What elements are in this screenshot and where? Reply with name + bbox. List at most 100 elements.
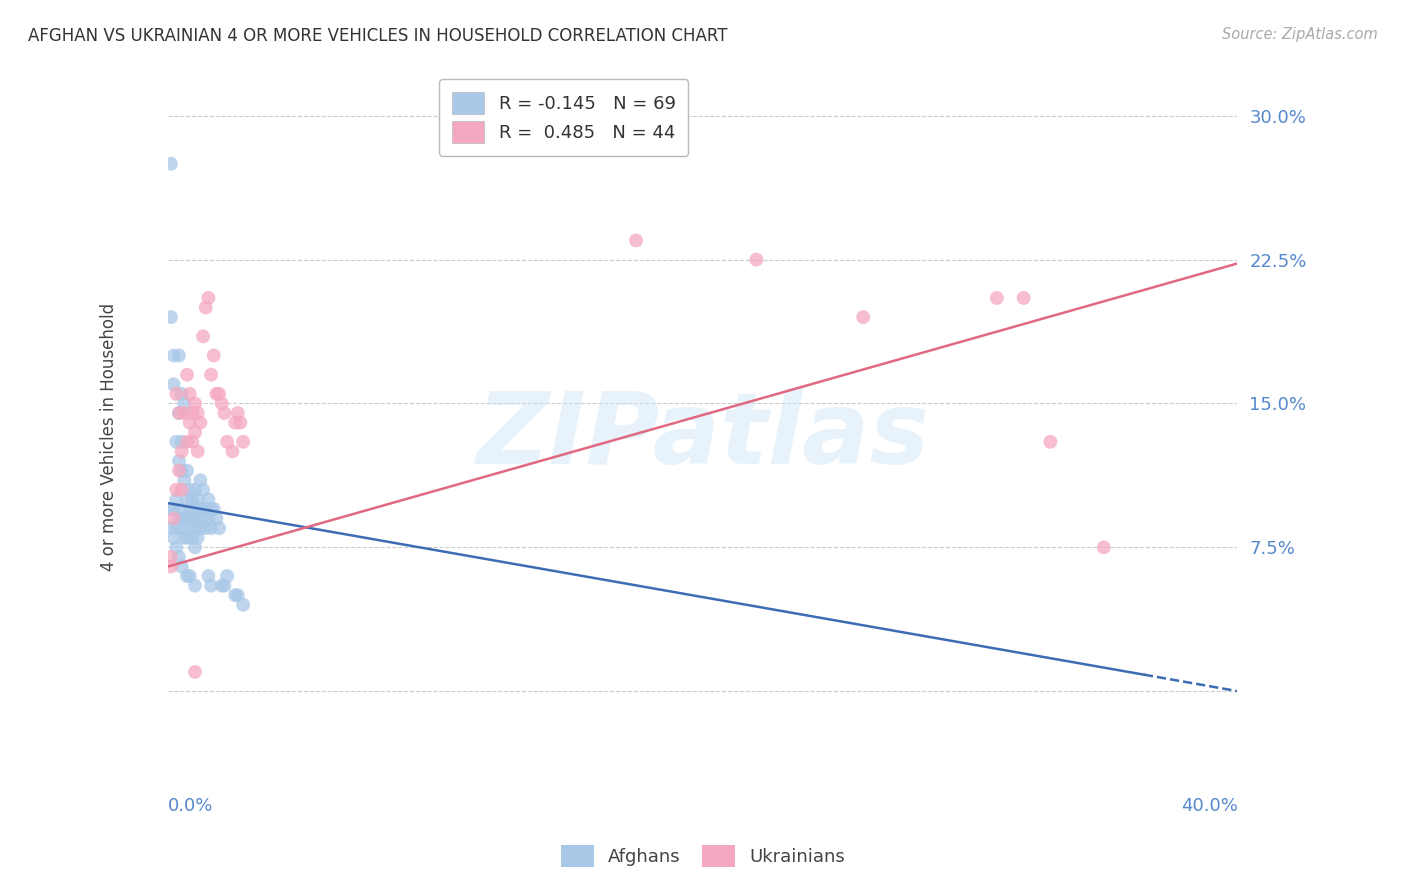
Point (184, 483, 207, 497)
Point (181, 531, 204, 545)
Point (179, 387, 201, 401)
Point (226, 588, 249, 602)
Point (202, 502, 225, 516)
Point (162, 349, 184, 363)
Point (1012, 291, 1035, 305)
Point (214, 579, 236, 593)
Text: 4 or more Vehicles in Household: 4 or more Vehicles in Household (100, 303, 118, 571)
Point (167, 349, 190, 363)
Point (852, 310, 875, 325)
Point (181, 434, 204, 449)
Point (165, 434, 187, 449)
Point (176, 368, 198, 382)
Point (1039, 434, 1062, 449)
Point (187, 444, 209, 458)
Point (162, 531, 184, 545)
Point (179, 502, 201, 516)
Point (176, 569, 198, 583)
Point (179, 521, 201, 535)
Point (217, 434, 239, 449)
Text: ZIPatlas: ZIPatlas (477, 389, 929, 485)
Point (745, 252, 768, 267)
Point (179, 569, 201, 583)
Point (173, 406, 195, 420)
Point (165, 521, 187, 535)
Point (167, 511, 190, 525)
Point (217, 569, 239, 583)
Point (170, 559, 193, 574)
Point (170, 483, 193, 497)
Point (202, 349, 225, 363)
Point (170, 521, 193, 535)
Point (167, 406, 190, 420)
Point (224, 416, 246, 430)
Point (986, 291, 1008, 305)
Text: 0.0%: 0.0% (169, 797, 214, 814)
Point (205, 511, 228, 525)
Point (184, 579, 207, 593)
Point (194, 502, 217, 516)
Point (181, 406, 204, 420)
Point (205, 387, 228, 401)
Text: 40.0%: 40.0% (1181, 797, 1237, 814)
Point (229, 416, 252, 430)
Point (173, 473, 195, 487)
Point (197, 511, 219, 525)
Point (200, 521, 222, 535)
Point (170, 502, 193, 516)
Point (232, 598, 254, 612)
Point (187, 406, 209, 420)
Point (190, 473, 212, 487)
Point (170, 434, 193, 449)
Point (197, 569, 219, 583)
Text: AFGHAN VS UKRAINIAN 4 OR MORE VEHICLES IN HOUSEHOLD CORRELATION CHART: AFGHAN VS UKRAINIAN 4 OR MORE VEHICLES I… (28, 27, 728, 45)
Legend: R = -0.145   N = 69, R =  0.485   N = 44: R = -0.145 N = 69, R = 0.485 N = 44 (439, 79, 689, 156)
Point (184, 396, 207, 410)
Point (197, 492, 219, 507)
Point (226, 406, 249, 420)
Point (208, 387, 231, 401)
Point (167, 454, 190, 468)
Point (176, 511, 198, 525)
Point (160, 549, 183, 564)
Point (1092, 541, 1115, 555)
Point (165, 492, 187, 507)
Point (184, 665, 207, 679)
Point (184, 502, 207, 516)
Point (162, 511, 184, 525)
Point (184, 425, 207, 440)
Point (208, 521, 231, 535)
Point (173, 511, 195, 525)
Point (187, 531, 209, 545)
Legend: Afghans, Ukrainians: Afghans, Ukrainians (554, 838, 852, 874)
Point (190, 521, 212, 535)
Point (162, 377, 184, 392)
Point (190, 416, 212, 430)
Point (167, 464, 190, 478)
Point (160, 502, 183, 516)
Point (165, 483, 187, 497)
Point (200, 502, 222, 516)
Point (160, 521, 183, 535)
Point (221, 444, 243, 458)
Point (200, 368, 222, 382)
Point (176, 464, 198, 478)
Point (167, 406, 190, 420)
Point (176, 531, 198, 545)
Text: Source: ZipAtlas.com: Source: ZipAtlas.com (1222, 27, 1378, 42)
Point (160, 559, 183, 574)
Point (170, 464, 193, 478)
Point (194, 301, 217, 315)
Point (211, 396, 233, 410)
Point (187, 492, 209, 507)
Point (165, 541, 187, 555)
Point (179, 416, 201, 430)
Point (160, 157, 183, 171)
Point (184, 541, 207, 555)
Point (214, 406, 236, 420)
Point (211, 579, 233, 593)
Point (184, 521, 207, 535)
Point (181, 511, 204, 525)
Point (190, 502, 212, 516)
Point (170, 444, 193, 458)
